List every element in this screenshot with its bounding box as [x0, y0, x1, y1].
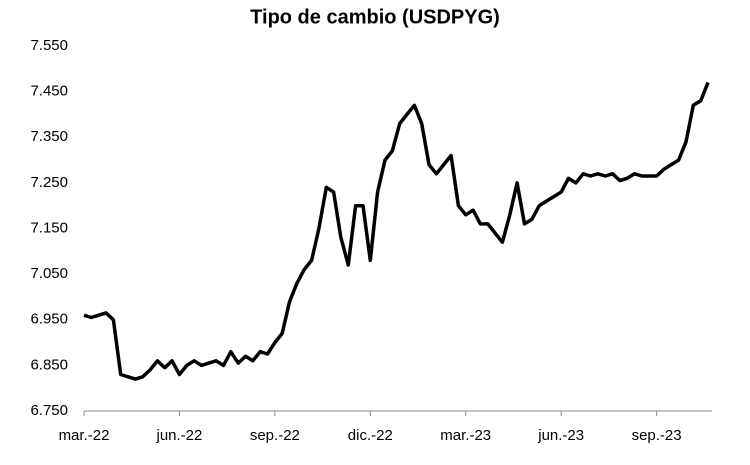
x-tick-label: sep.-22	[250, 427, 300, 444]
y-tick-label: 7.050	[30, 265, 68, 282]
y-tick-label: 7.550	[30, 37, 68, 54]
y-tick-label: 7.350	[30, 128, 68, 145]
y-tick-label: 6.850	[30, 356, 68, 373]
x-tick-label: jun.-23	[537, 427, 584, 444]
chart-title: Tipo de cambio (USDPYG)	[250, 6, 500, 28]
y-tick-label: 6.950	[30, 311, 68, 328]
x-tick-label: sep.-23	[632, 427, 682, 444]
y-tick-label: 7.250	[30, 174, 68, 191]
y-tick-label: 7.150	[30, 219, 68, 236]
x-tick-label: mar.-23	[440, 427, 491, 444]
y-tick-label: 6.750	[30, 402, 68, 419]
x-tick-label: dic.-22	[348, 427, 393, 444]
x-tick-label: mar.-22	[59, 427, 110, 444]
line-series	[83, 81, 710, 381]
y-tick-label: 7.450	[30, 83, 68, 100]
x-tick-label: jun.-22	[155, 427, 202, 444]
